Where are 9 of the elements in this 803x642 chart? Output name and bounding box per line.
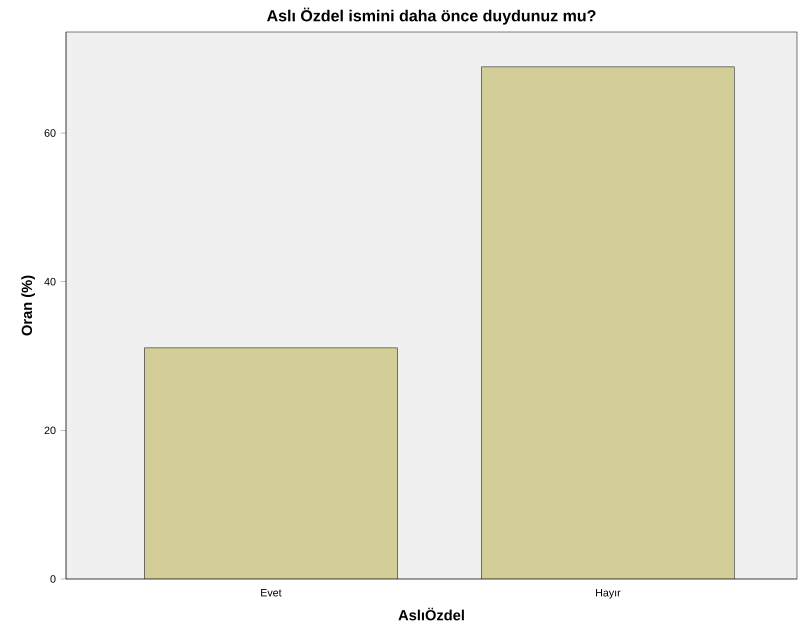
x-tick-label: Hayır xyxy=(596,589,620,599)
chart-title: Aslı Özdel ismini daha önce duydunuz mu? xyxy=(266,8,596,25)
y-tick-label: 20 xyxy=(44,426,56,434)
y-tick-label: 40 xyxy=(44,278,56,286)
x-tick-label: Evet xyxy=(261,589,282,596)
y-tick-label: 0 xyxy=(50,575,56,583)
y-tick-label: 60 xyxy=(44,129,56,137)
y-axis-title: Oran (%) xyxy=(21,276,35,336)
x-axis-title: AslıÖzdel xyxy=(398,608,464,620)
